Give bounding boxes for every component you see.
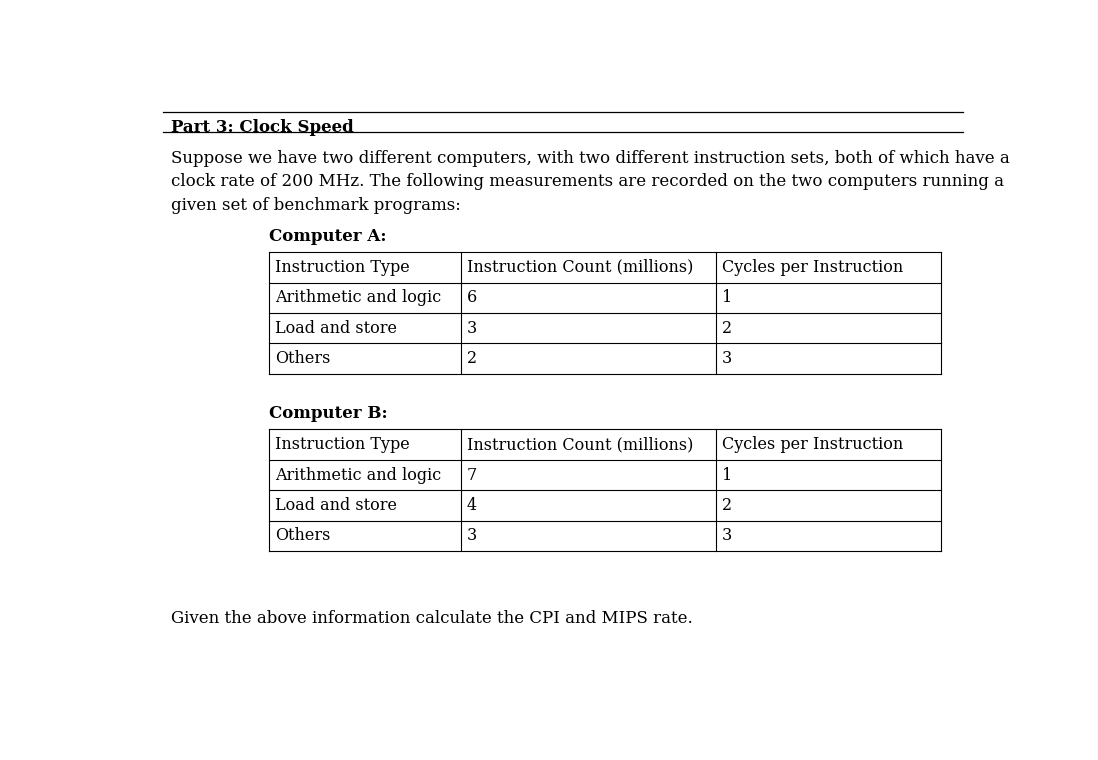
Text: 3: 3 xyxy=(467,527,477,544)
Text: Arithmetic and logic: Arithmetic and logic xyxy=(276,467,441,483)
Text: 1: 1 xyxy=(722,467,732,483)
Text: given set of benchmark programs:: given set of benchmark programs: xyxy=(171,197,461,214)
Text: Arithmetic and logic: Arithmetic and logic xyxy=(276,290,441,306)
Text: 2: 2 xyxy=(722,497,732,514)
Text: Instruction Type: Instruction Type xyxy=(276,436,410,453)
Text: Others: Others xyxy=(276,527,330,544)
Text: Load and store: Load and store xyxy=(276,320,397,337)
Text: Instruction Count (millions): Instruction Count (millions) xyxy=(467,436,693,453)
Text: Cycles per Instruction: Cycles per Instruction xyxy=(722,436,904,453)
Text: Instruction Count (millions): Instruction Count (millions) xyxy=(467,259,693,276)
Text: 3: 3 xyxy=(722,350,732,367)
Text: clock rate of 200 MHz. The following measurements are recorded on the two comput: clock rate of 200 MHz. The following mea… xyxy=(171,173,1005,190)
Text: 6: 6 xyxy=(467,290,477,306)
Text: Computer A:: Computer A: xyxy=(269,228,386,245)
Text: 2: 2 xyxy=(467,350,477,367)
Text: 3: 3 xyxy=(467,320,477,337)
Text: 7: 7 xyxy=(467,467,477,483)
Text: Instruction Type: Instruction Type xyxy=(276,259,410,276)
Text: Computer B:: Computer B: xyxy=(269,405,388,423)
Text: 1: 1 xyxy=(722,290,732,306)
Text: 3: 3 xyxy=(722,527,732,544)
Text: Given the above information calculate the CPI and MIPS rate.: Given the above information calculate th… xyxy=(171,610,693,627)
Text: Suppose we have two different computers, with two different instruction sets, bo: Suppose we have two different computers,… xyxy=(171,150,1010,166)
Text: Cycles per Instruction: Cycles per Instruction xyxy=(722,259,904,276)
Text: Part 3: Clock Speed: Part 3: Clock Speed xyxy=(171,119,354,136)
Text: Others: Others xyxy=(276,350,330,367)
Text: 4: 4 xyxy=(467,497,477,514)
Text: 2: 2 xyxy=(722,320,732,337)
Text: Load and store: Load and store xyxy=(276,497,397,514)
